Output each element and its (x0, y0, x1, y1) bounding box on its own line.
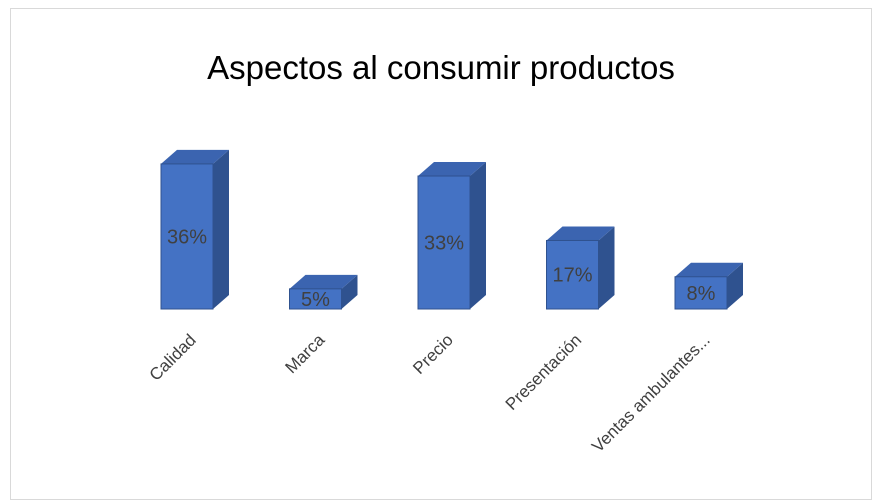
data-label: 36% (167, 226, 207, 248)
bar-5: 8% (674, 262, 743, 310)
bar-side (341, 274, 358, 309)
bar-front (546, 239, 599, 310)
bar-front (417, 175, 471, 310)
bar-1: 36% (160, 149, 229, 310)
x-tick-label: Ventas ambulantes... (588, 330, 714, 456)
bar-2: 5% (289, 274, 358, 311)
bar-side (598, 226, 615, 309)
bar-top (418, 162, 486, 177)
bar-top (289, 274, 358, 289)
bar-front (289, 288, 342, 310)
bar-top (675, 262, 743, 277)
bar-side (213, 149, 229, 309)
bar-4: 17% (546, 226, 615, 310)
bar-front (674, 276, 728, 310)
x-tick-label: Presentación (502, 330, 586, 414)
bar-side (727, 262, 743, 309)
data-label: 17% (552, 265, 592, 287)
bar-top (546, 226, 615, 241)
chart-plot: 36% Calidad 5% Marca 33% Precio 17% Presentació… (146, 149, 743, 456)
x-tick-label: Precio (409, 330, 457, 378)
chart-area: Aspectos al consumir productos 36% Calida… (10, 8, 872, 500)
data-label: 8% (687, 283, 716, 305)
bar-top (161, 149, 229, 164)
bar-front (160, 163, 214, 310)
x-tick-label: Calidad (146, 330, 200, 384)
data-label: 33% (424, 233, 464, 255)
chart-title: Aspectos al consumir productos (207, 49, 675, 86)
bar-3: 33% (417, 162, 486, 310)
x-tick-label: Marca (281, 330, 328, 377)
bar-side (470, 162, 486, 309)
data-label: 5% (301, 289, 330, 311)
